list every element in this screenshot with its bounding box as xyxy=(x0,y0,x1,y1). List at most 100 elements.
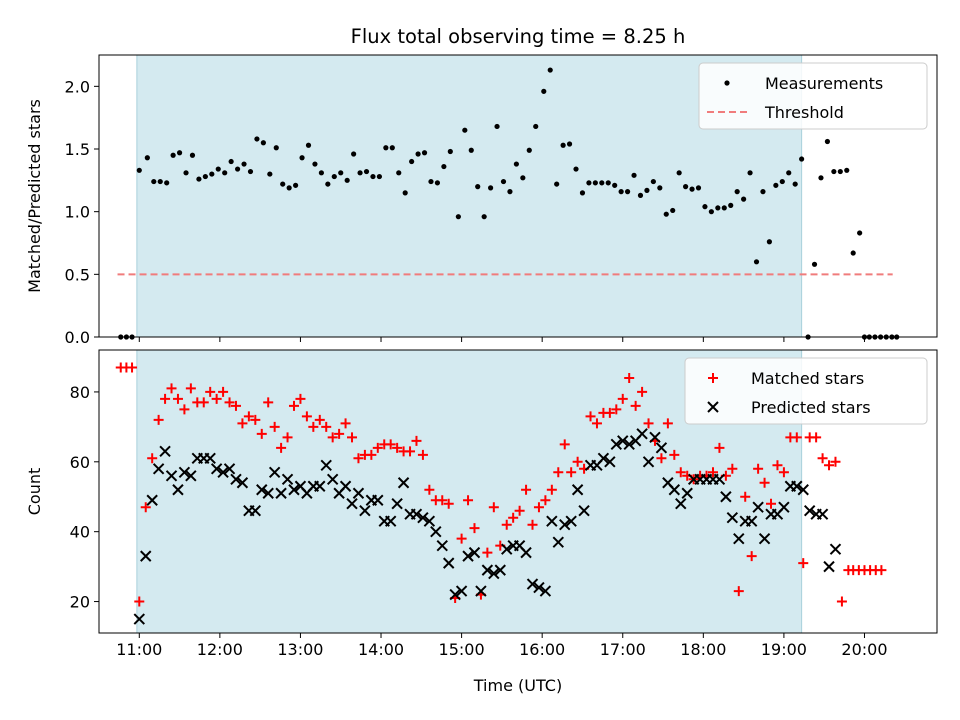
data-point xyxy=(740,491,751,502)
data-point xyxy=(610,438,623,451)
data-point xyxy=(218,386,229,397)
y-tick-label: 80 xyxy=(70,383,90,402)
data-point xyxy=(695,185,702,191)
data-point xyxy=(475,184,481,190)
data-point xyxy=(166,383,177,394)
data-point xyxy=(642,456,655,468)
data-point xyxy=(772,460,783,471)
data-point xyxy=(539,585,552,597)
data-point xyxy=(370,173,376,180)
data-point xyxy=(462,550,474,562)
data-point xyxy=(447,148,453,155)
data-point xyxy=(282,432,293,443)
data-point xyxy=(224,397,235,408)
data-point xyxy=(134,596,145,607)
data-point xyxy=(798,558,809,569)
data-point xyxy=(269,421,280,432)
data-point xyxy=(405,446,416,457)
data-point xyxy=(415,151,421,157)
data-point xyxy=(573,166,579,172)
data-point xyxy=(372,494,384,506)
data-point xyxy=(521,484,532,495)
data-point xyxy=(222,170,228,176)
data-point xyxy=(165,470,178,482)
observing-window-span xyxy=(136,55,802,337)
data-point xyxy=(256,484,268,496)
data-point xyxy=(196,176,202,182)
data-point xyxy=(560,142,566,148)
x-tick-label: 19:00 xyxy=(761,640,807,659)
data-point xyxy=(443,498,454,509)
data-point xyxy=(837,168,843,175)
data-point xyxy=(347,432,358,443)
data-point xyxy=(385,439,396,450)
data-point xyxy=(526,578,539,590)
data-point xyxy=(669,449,680,460)
data-point xyxy=(753,463,764,474)
data-point xyxy=(824,138,831,145)
data-point xyxy=(295,393,306,404)
data-point xyxy=(164,180,170,186)
data-point xyxy=(520,175,526,181)
data-point xyxy=(488,185,494,191)
data-point xyxy=(299,155,305,161)
data-point xyxy=(791,480,803,492)
data-point xyxy=(786,170,792,176)
data-point xyxy=(533,123,539,130)
data-point xyxy=(876,565,887,576)
data-point xyxy=(745,515,758,527)
data-point xyxy=(170,152,176,158)
data-point xyxy=(462,127,468,133)
data-point xyxy=(151,178,157,185)
data-point xyxy=(702,204,708,210)
data-point xyxy=(223,463,236,475)
data-point xyxy=(318,170,324,176)
data-point xyxy=(637,192,644,198)
data-point xyxy=(759,477,770,488)
data-point xyxy=(766,239,773,245)
data-point xyxy=(455,585,468,597)
data-point xyxy=(579,190,586,196)
data-point xyxy=(520,546,532,559)
data-point xyxy=(241,161,247,167)
data-point xyxy=(442,557,455,569)
data-point xyxy=(326,473,339,485)
data-point xyxy=(501,519,512,530)
data-point xyxy=(617,393,628,404)
data-point xyxy=(728,202,734,208)
data-point xyxy=(189,152,196,158)
data-point xyxy=(655,442,668,454)
data-point xyxy=(547,67,553,73)
data-point xyxy=(243,411,254,422)
data-point xyxy=(463,495,474,506)
data-point xyxy=(436,539,448,552)
data-point xyxy=(533,581,545,594)
data-point xyxy=(136,167,142,173)
data-point xyxy=(276,442,287,453)
data-point xyxy=(402,190,408,196)
data-point xyxy=(312,161,318,167)
data-point xyxy=(250,414,261,425)
data-point xyxy=(314,480,326,492)
y-tick-label: 1.5 xyxy=(65,140,90,159)
data-point xyxy=(857,230,863,236)
data-point xyxy=(144,155,150,161)
data-point xyxy=(818,175,824,181)
data-point xyxy=(668,484,681,496)
x-tick-label: 15:00 xyxy=(439,640,485,659)
data-point xyxy=(836,596,847,607)
data-point xyxy=(230,400,241,411)
data-point xyxy=(663,211,669,217)
data-point xyxy=(391,498,403,510)
data-point xyxy=(423,515,436,527)
data-point xyxy=(746,551,757,562)
data-point xyxy=(384,515,397,527)
data-point xyxy=(791,432,802,443)
data-point xyxy=(320,459,332,472)
data-point xyxy=(715,205,721,211)
data-point xyxy=(803,505,816,517)
data-point xyxy=(389,145,395,151)
data-point xyxy=(204,452,216,465)
data-point xyxy=(437,495,448,506)
data-point xyxy=(411,435,422,446)
